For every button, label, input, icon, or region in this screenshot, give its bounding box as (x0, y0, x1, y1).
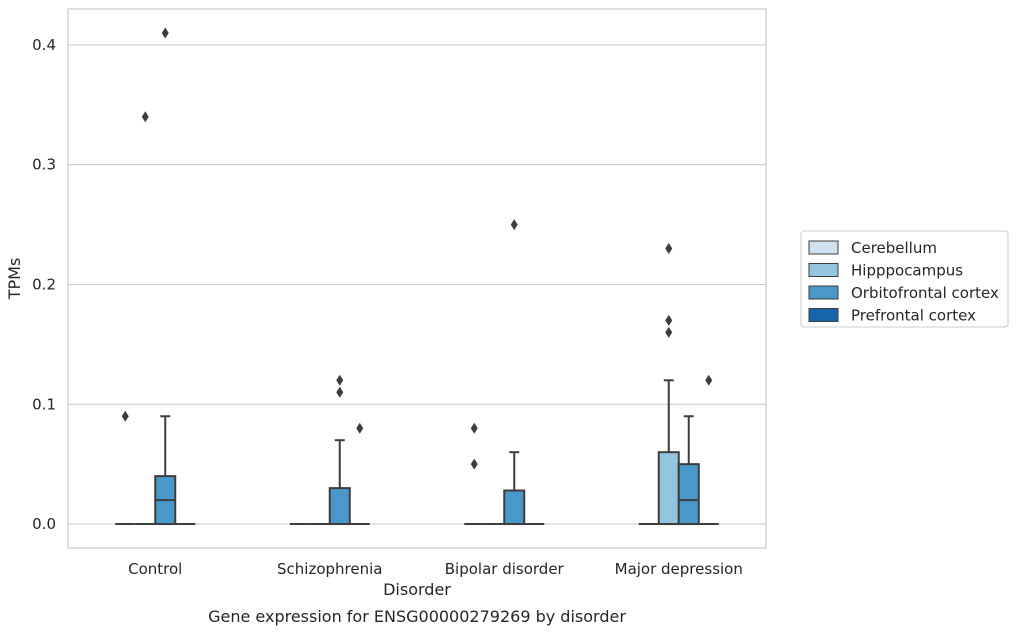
chart-caption: Gene expression for ENSG00000279269 by d… (208, 607, 626, 626)
y-tick-labels: 0.0 0.1 0.2 0.3 0.4 (32, 36, 56, 533)
outlier-point (510, 219, 518, 231)
x-tick-label: Schizophrenia (277, 560, 382, 578)
x-tick-label: Bipolar disorder (445, 560, 565, 578)
legend-swatch (808, 263, 839, 277)
legend-swatch (808, 308, 839, 322)
x-tick-label: Major depression (615, 560, 743, 578)
box-cerebellum (464, 422, 485, 526)
box-orbitofrontal-cortex (503, 219, 526, 526)
y-tick-label: 0.1 (32, 395, 56, 413)
outlier-point (336, 374, 344, 386)
outlier-point (356, 422, 364, 434)
legend-frame (800, 230, 1009, 328)
outlier-point (470, 458, 478, 470)
outlier-point (705, 374, 713, 386)
y-tick-label: 0.3 (32, 156, 56, 174)
outlier-point (336, 386, 344, 398)
box-prefrontal-cortex (349, 422, 370, 526)
y-tick-label: 0.0 (32, 515, 56, 533)
legend-swatch (808, 285, 839, 300)
x-tick-labels: Control Schizophrenia Bipolar disorder Majo… (128, 560, 743, 578)
plot-frame (67, 8, 767, 549)
y-tick-label: 0.4 (32, 36, 56, 54)
legend-swatch (808, 240, 839, 255)
outlier-point (141, 111, 149, 123)
box-prefrontal-cortex (698, 374, 719, 526)
x-axis-label: Disorder (383, 580, 451, 599)
box-orbitofrontal-cortex (328, 374, 351, 526)
box (503, 489, 526, 526)
box (677, 463, 700, 526)
outlier-point (665, 243, 673, 255)
outlier-point (665, 326, 673, 338)
box (328, 487, 351, 526)
box-plots (115, 27, 719, 526)
x-tick-label: Control (128, 560, 182, 578)
y-axis-label: TPMs (5, 258, 24, 301)
outlier-point (470, 422, 478, 434)
outlier-point (665, 314, 673, 326)
box-cerebellum (115, 410, 136, 526)
box-hipppocampus (657, 243, 680, 526)
legend: Cerebellum Hipppocampus Orbitofrontal cort… (800, 230, 1009, 328)
legend-label: Prefrontal cortex (851, 307, 976, 325)
box-hipppocampus (135, 111, 156, 526)
legend-label: Hipppocampus (851, 262, 963, 280)
outlier-point (161, 27, 169, 39)
y-tick-label: 0.2 (32, 275, 56, 293)
box-orbitofrontal-cortex (154, 27, 177, 526)
legend-label: Orbitofrontal cortex (851, 284, 999, 302)
legend-label: Cerebellum (851, 239, 937, 257)
box (657, 451, 680, 526)
outlier-point (121, 410, 129, 422)
box-orbitofrontal-cortex (677, 415, 700, 526)
